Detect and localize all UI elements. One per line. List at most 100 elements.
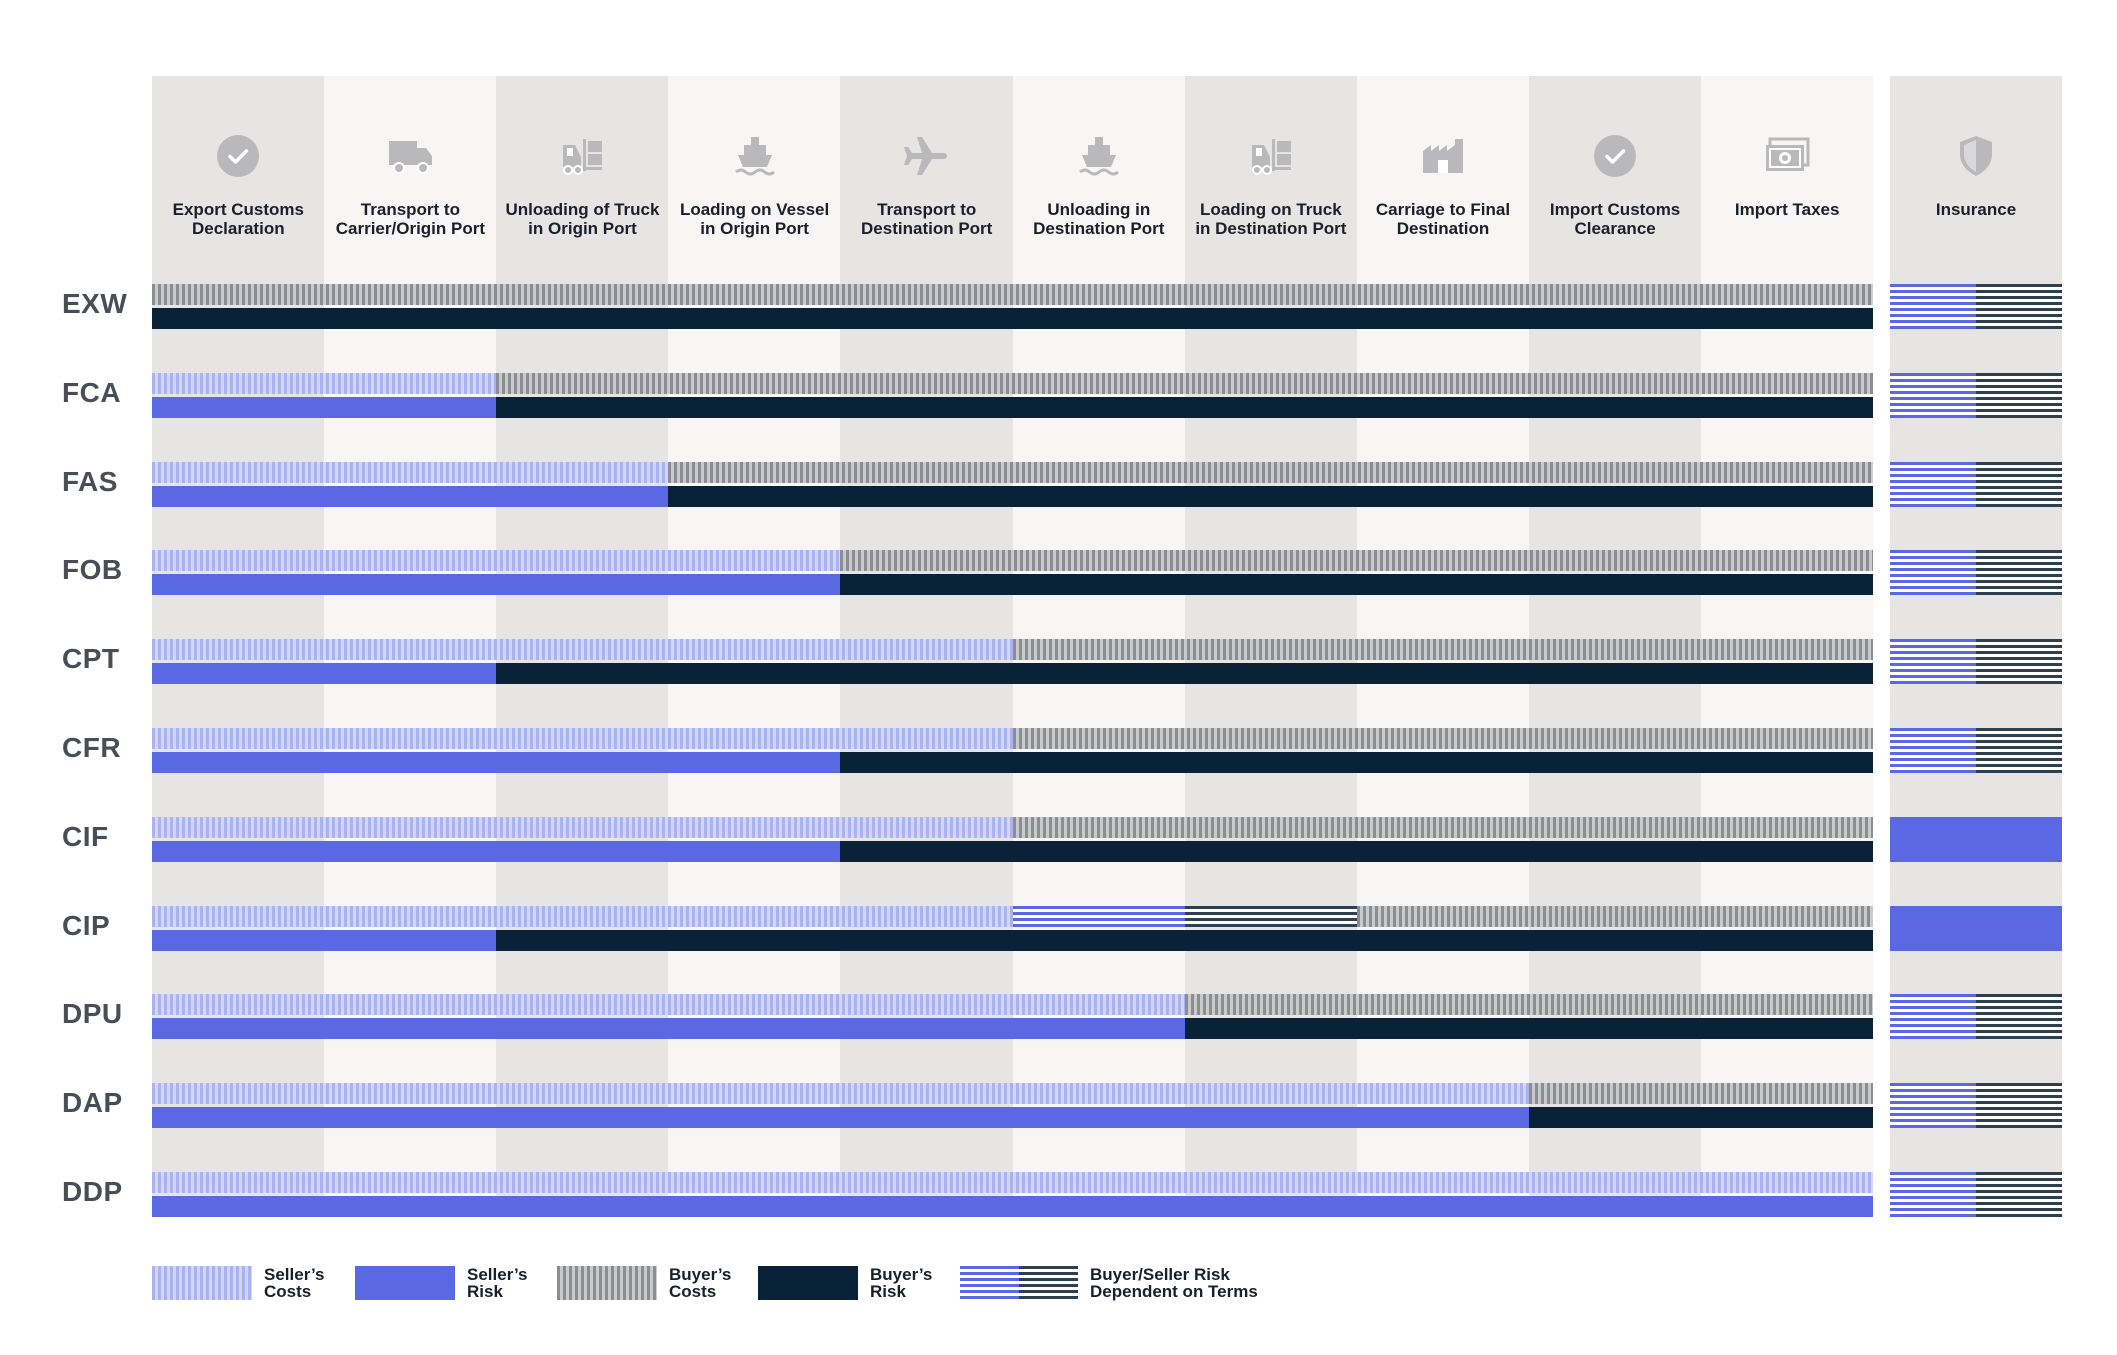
buyer-costs-bar (840, 550, 1873, 572)
insurance-dependent-bar (1976, 994, 2062, 1040)
ship-icon (1074, 131, 1124, 181)
legend-swatch (557, 1266, 657, 1300)
insurance-dependent-bar (1890, 461, 1976, 507)
row-label-exw: EXW (62, 288, 128, 319)
row-label-dap: DAP (62, 1087, 123, 1119)
row-label-ddp: DDP (62, 1176, 123, 1207)
seller-costs-bar (152, 639, 1013, 661)
seller-risk-bar (152, 840, 841, 862)
buyer-risk-bar (840, 574, 1873, 596)
legend-label: Buyer/Seller Risk Dependent on Terms (1090, 1265, 1258, 1301)
legend-label: Seller’s Risk (467, 1265, 528, 1301)
column-label: Unloading of Truck in Origin Port (505, 200, 660, 238)
insurance-label: Insurance (1935, 200, 2017, 219)
row-label-fca: FCA (62, 376, 122, 408)
legend-swatch (355, 1266, 455, 1300)
seller-costs-bar (152, 994, 1185, 1016)
seller-risk-bar (152, 396, 497, 418)
seller-costs-bar (152, 1083, 1529, 1105)
buyer-costs-bar (668, 461, 1873, 483)
seller-risk-bar (152, 1107, 1529, 1129)
insurance-dependent-bar (1976, 728, 2062, 773)
buyer-costs-bar (1356, 905, 1873, 927)
legend-label: Buyer’s Costs (669, 1265, 732, 1301)
insurance-dependent-bar (1976, 639, 2062, 685)
insurance-dependent-bar (1890, 1083, 1976, 1129)
column-header: Export Customs Declaration (152, 76, 325, 281)
legend-item-buyer-risk: Buyer’s Risk (758, 1266, 1098, 1300)
buyer-costs-bar (152, 284, 1873, 305)
buyer-risk-bar (496, 663, 1873, 685)
row-label-cfr: CFR (62, 732, 122, 763)
seller-risk-bar (152, 663, 497, 685)
legend-item-buyer-costs: Buyer’s Costs (557, 1266, 897, 1300)
column-header: Transport to Destination Port (840, 76, 1013, 281)
insurance-dependent-bar (1890, 372, 1976, 418)
seller-costs-bar (152, 461, 669, 483)
column-label: Import Customs Clearance (1549, 200, 1681, 238)
legend-label: Seller’s Costs (264, 1265, 325, 1301)
column-label: Carriage to Final Destination (1375, 200, 1511, 238)
check-circle-icon (1590, 131, 1640, 181)
ship-icon (730, 131, 780, 181)
seller-risk-bar (152, 1018, 1185, 1040)
column-label: Loading on Truck in Destination Port (1195, 200, 1347, 238)
check-circle-icon (213, 131, 263, 181)
legend-swatch (758, 1266, 858, 1300)
warehouse-icon (1418, 131, 1468, 181)
insurance-dependent-bar (1976, 461, 2062, 507)
column-header: Loading on Truck in Destination Port (1185, 76, 1358, 281)
column-label: Export Customs Declaration (172, 200, 304, 238)
legend-item-seller-risk: Seller’s Risk (355, 1266, 695, 1300)
legend-swatch (1019, 1266, 1078, 1300)
seller-risk-bar (152, 574, 841, 596)
insurance-seller-bar (1890, 816, 2062, 862)
row-label-cif: CIF (62, 820, 109, 852)
seller-costs-bar (152, 905, 1013, 927)
seller-risk-bar (152, 752, 841, 773)
legend-swatch (152, 1266, 252, 1300)
column-label: Transport to Carrier/Origin Port (335, 200, 486, 238)
buyer-risk-bar (840, 840, 1873, 862)
buyer-costs-bar (1012, 816, 1873, 838)
column-header: Loading on Vessel in Origin Port (668, 76, 841, 281)
buyer-risk-bar (840, 752, 1873, 773)
column-header: Import Taxes (1701, 76, 1874, 281)
insurance-dependent-bar (1976, 372, 2062, 418)
dependent-costs-bar (1012, 905, 1185, 927)
insurance-dependent-bar (1976, 550, 2062, 596)
row-label-fas: FAS (62, 465, 118, 497)
seller-risk-bar (152, 1196, 1873, 1217)
column-label: Import Taxes (1734, 200, 1840, 219)
forklift-icon (557, 131, 607, 181)
buyer-costs-bar (1012, 639, 1873, 661)
seller-costs-bar (152, 550, 841, 572)
dependent-costs-bar (1184, 905, 1357, 927)
seller-costs-bar (152, 1172, 1873, 1193)
seller-costs-bar (152, 816, 1013, 838)
column-header: Unloading in Destination Port (1013, 76, 1186, 281)
buyer-costs-bar (496, 372, 1873, 394)
legend-label: Buyer’s Risk (870, 1265, 933, 1301)
insurance-dependent-bar (1890, 639, 1976, 685)
banknote-icon (1762, 131, 1812, 181)
truck-icon (385, 131, 435, 181)
buyer-risk-bar (1184, 1018, 1873, 1040)
seller-costs-bar (152, 728, 1013, 749)
buyer-risk-bar (1528, 1107, 1873, 1129)
insurance-seller-bar (1890, 905, 2062, 951)
insurance-dependent-bar (1890, 284, 1976, 329)
buyer-risk-bar (496, 396, 1873, 418)
buyer-risk-bar (668, 485, 1873, 507)
insurance-dependent-bar (1976, 284, 2062, 329)
buyer-risk-bar (496, 929, 1873, 951)
shield-icon (1951, 131, 2001, 181)
seller-risk-bar (152, 929, 497, 951)
insurance-header: Insurance (1890, 76, 2062, 281)
column-header: Unloading of Truck in Origin Port (496, 76, 669, 281)
buyer-costs-bar (1184, 994, 1873, 1016)
legend-item-seller-costs: Seller’s Costs (152, 1266, 492, 1300)
row-label-fob: FOB (62, 554, 123, 586)
seller-risk-bar (152, 485, 669, 507)
